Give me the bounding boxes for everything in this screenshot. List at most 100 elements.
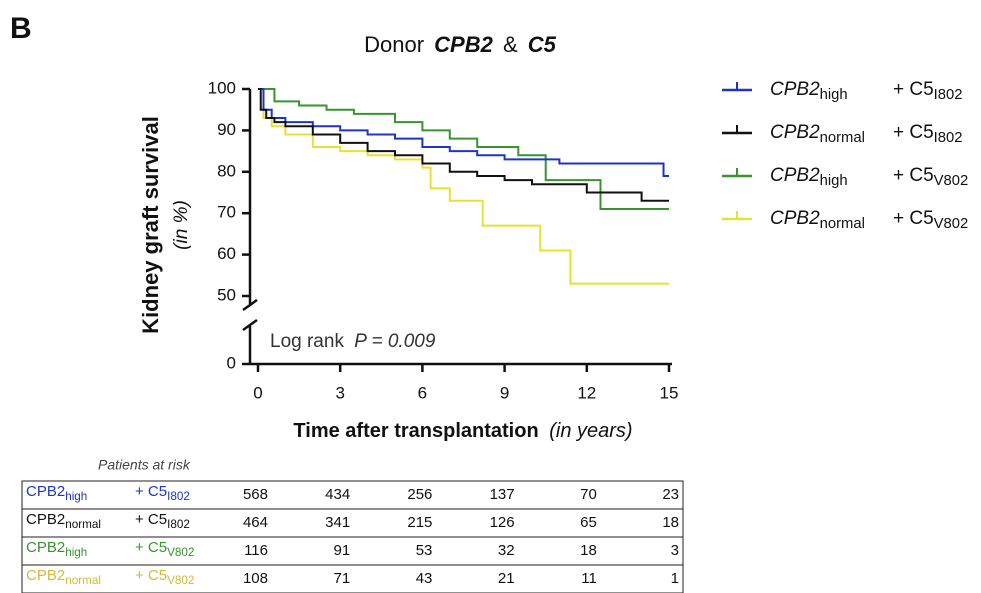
level: high	[65, 490, 87, 503]
x-tick-label: 6	[418, 383, 427, 402]
x-axis-title: Time after transplantation (in years)	[293, 420, 632, 442]
y-tick-label: 80	[217, 161, 236, 180]
c5: + C5	[893, 79, 934, 100]
legend-item: CPB2high + C5V802	[722, 165, 968, 189]
c5: + C5	[135, 539, 167, 556]
c5: + C5	[135, 511, 167, 528]
annotation-part: P = 0.009	[354, 331, 436, 352]
legend-item: CPB2normal + C5V802	[722, 208, 968, 232]
variant: I802	[934, 87, 963, 103]
table-cell: 18	[662, 514, 679, 531]
table-cell: 91	[334, 542, 351, 559]
axis-break	[242, 318, 258, 332]
y-tick-label: 60	[217, 244, 236, 263]
variant: V802	[167, 574, 194, 587]
table-cell: 116	[244, 542, 268, 559]
variant: I802	[167, 490, 190, 503]
level: high	[820, 173, 848, 189]
survival-curve	[258, 88, 669, 211]
level: normal	[65, 518, 101, 531]
legend-item: CPB2high + C5I802	[722, 79, 963, 103]
table-cell: 341	[325, 514, 350, 531]
gene: CPB2	[26, 567, 65, 584]
variant: I802	[934, 130, 963, 146]
survival-curve	[258, 88, 669, 202]
gene: CPB2	[26, 539, 65, 556]
variant: I802	[167, 518, 190, 531]
y-axis-title: Kidney graft survival	[138, 116, 163, 334]
y-axis	[242, 89, 672, 366]
axis-break	[242, 298, 258, 312]
y-tick-label: 0	[227, 353, 236, 372]
x-tick-label: 15	[660, 383, 679, 402]
table-cell: 18	[580, 542, 597, 559]
table-cell: 137	[490, 486, 515, 503]
series-label: CPB2normal + C5V802	[26, 567, 194, 587]
y-tick-label: 70	[217, 203, 236, 222]
title-part: &	[503, 32, 518, 57]
c5: + C5	[893, 122, 934, 143]
panel-label: B	[10, 12, 32, 45]
table-cell: 11	[581, 570, 597, 587]
series-label: CPB2high + C5V802	[770, 165, 968, 189]
level: high	[65, 546, 87, 559]
c5: + C5	[893, 208, 934, 229]
series-label: CPB2high + C5I802	[770, 79, 963, 103]
y-tick-label: 50	[217, 285, 236, 304]
title-part: C5	[528, 32, 557, 57]
series-label: CPB2high + C5I802	[26, 483, 190, 503]
x-tick-label: 3	[335, 383, 344, 402]
x-tick-label: 9	[500, 383, 509, 402]
series-label: CPB2normal + C5I802	[26, 511, 190, 531]
legend-item: CPB2normal + C5I802	[722, 122, 963, 146]
table-cell: 53	[416, 542, 433, 559]
table-cell: 256	[407, 486, 432, 503]
level: normal	[820, 130, 865, 146]
table-cell: 43	[416, 570, 433, 587]
series-label: CPB2normal + C5V802	[770, 208, 968, 232]
level: normal	[65, 574, 101, 587]
gene: CPB2	[26, 511, 65, 528]
gene: CPB2	[26, 483, 65, 500]
table-cell: 70	[580, 486, 597, 503]
gene: CPB2	[770, 122, 820, 143]
c5: + C5	[893, 165, 934, 186]
gene: CPB2	[770, 165, 820, 186]
variant: V802	[934, 216, 969, 232]
gene: CPB2	[770, 208, 820, 229]
title-part: CPB2	[434, 32, 493, 57]
title-part: Donor	[364, 32, 424, 57]
table-cell: 108	[243, 570, 268, 587]
variant: V802	[934, 173, 969, 189]
chart-title: Donor CPB2 & C5	[364, 32, 557, 57]
y-tick-label: 100	[208, 78, 236, 97]
table-cell: 434	[325, 486, 350, 503]
table-cell: 65	[580, 514, 597, 531]
y-tick-label: 90	[217, 120, 236, 139]
annotation-part: Log rank	[270, 331, 344, 352]
x-title-part: (in years)	[549, 420, 632, 442]
x-tick-label: 12	[577, 383, 596, 402]
c5: + C5	[135, 483, 167, 500]
table-cell: 21	[498, 570, 515, 587]
x-title-part: Time after transplantation	[293, 420, 538, 442]
table-cell: 71	[334, 570, 351, 587]
series-label: CPB2high + C5V802	[26, 539, 194, 559]
c5: + C5	[135, 567, 167, 584]
table-cell: 23	[662, 486, 679, 503]
level: normal	[820, 216, 865, 232]
level: high	[820, 87, 848, 103]
table-cell: 126	[490, 514, 515, 531]
table-cell: 568	[243, 486, 268, 503]
x-tick-label: 0	[253, 383, 262, 402]
table-cell: 32	[498, 542, 515, 559]
gene: CPB2	[770, 79, 820, 100]
table-title: Patients at risk	[98, 457, 191, 473]
table-cell: 464	[243, 514, 268, 531]
annotation: Log rank P = 0.009	[270, 331, 436, 352]
y-axis-subtitle: (in %)	[171, 200, 192, 250]
survival-curve	[258, 88, 669, 177]
table-cell: 3	[671, 542, 679, 559]
table-cell: 215	[407, 514, 432, 531]
